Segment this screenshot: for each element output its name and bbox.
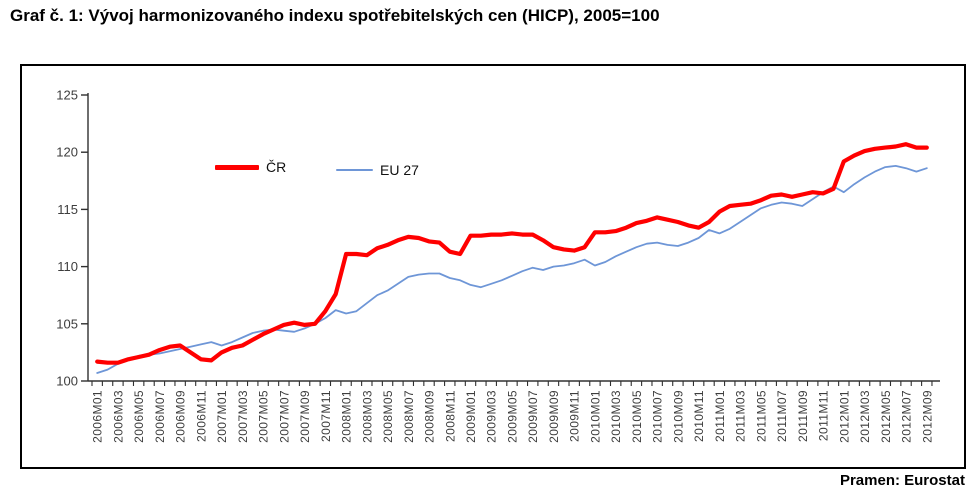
chart-title: Graf č. 1: Vývoj harmonizovaného indexu … [10,6,660,25]
legend-item-cr: ČR [215,158,286,176]
chart-frame [20,64,966,469]
legend-swatch-eu27 [336,169,373,171]
legend-label-cr: ČR [266,159,287,175]
source-note: Pramen: Eurostat [839,472,965,489]
legend-item-eu27: EU 27 [336,161,419,179]
legend-swatch-cr [215,164,259,170]
legend-label-eu27: EU 27 [380,162,419,178]
